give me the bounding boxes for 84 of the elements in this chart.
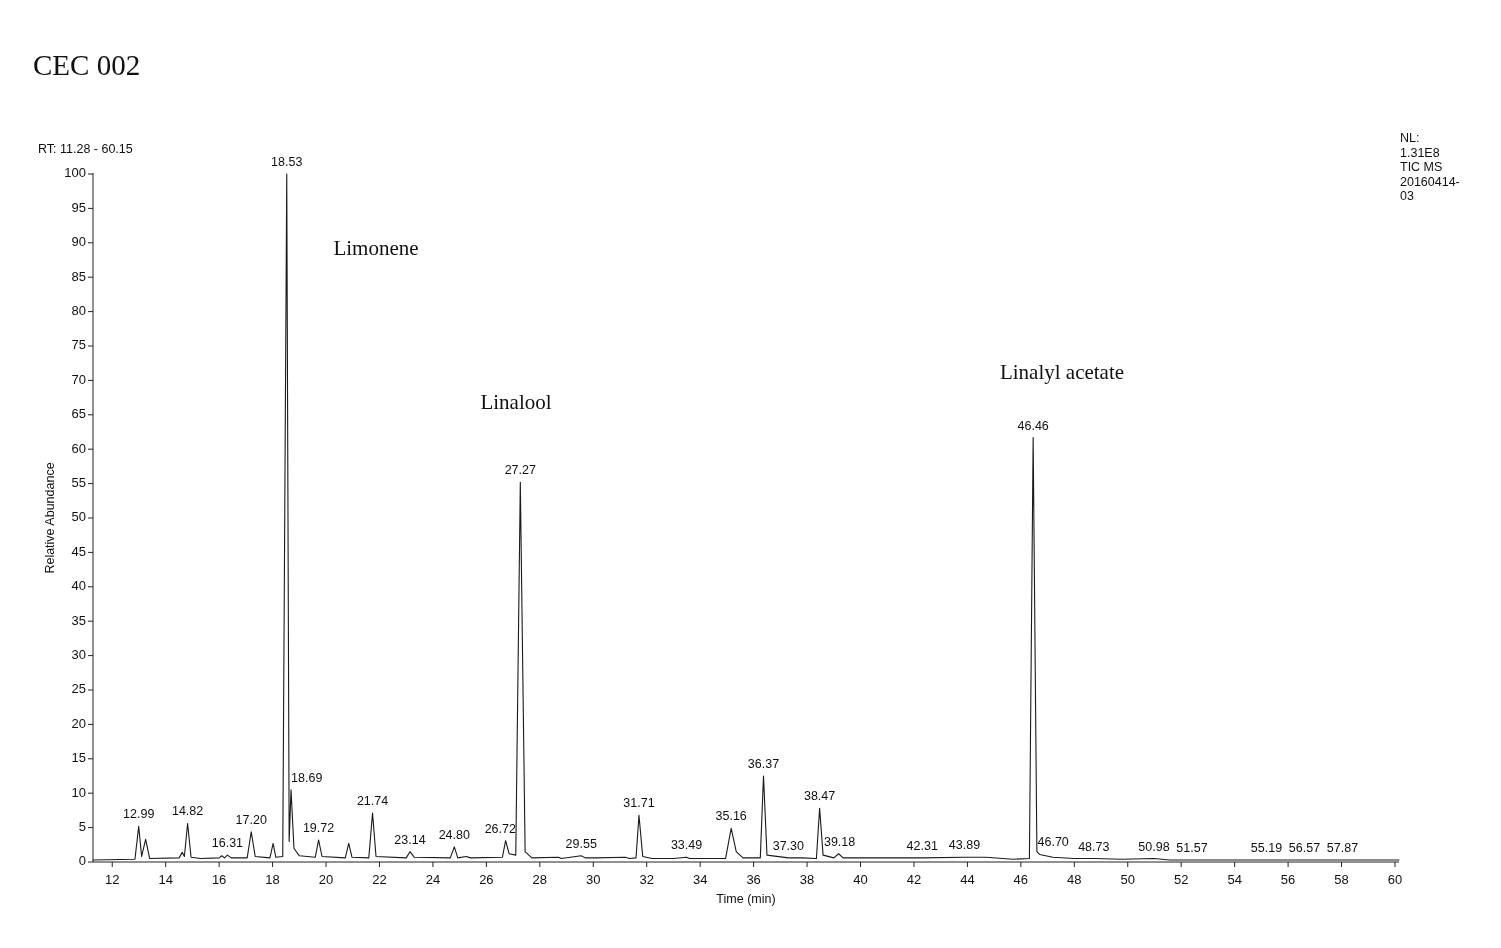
x-tick-label: 34: [692, 872, 708, 887]
x-tick-label: 28: [532, 872, 548, 887]
x-tick-label: 26: [479, 872, 494, 887]
annotation: 42.31: [906, 838, 938, 853]
annotation: 55.19: [1250, 840, 1283, 855]
x-tick-label: 50: [1120, 872, 1135, 887]
annotation: 46.70: [1037, 835, 1069, 850]
x-tick-label: 46: [1013, 872, 1029, 887]
text: NL: 1.31E8 TIC MS 20160414- 03: [1400, 131, 1460, 203]
y-tick-label: 30: [71, 647, 86, 663]
x-tick-label: 30: [586, 872, 601, 887]
annotation: 50.98: [1138, 839, 1170, 854]
y-tick-label: 50: [71, 509, 86, 525]
annotation: 21.74: [356, 794, 389, 809]
annotation: 16.31: [211, 836, 244, 851]
annotation: 43.89: [948, 838, 981, 853]
x-tick-label: 54: [1227, 872, 1242, 887]
x-tick-label: 36: [746, 872, 761, 887]
y-tick-label: 10: [71, 784, 86, 800]
annotation: 57.87: [1326, 840, 1359, 855]
y-tick-label: 0: [78, 853, 86, 869]
x-tick-label: 32: [639, 872, 654, 887]
y-tick-label: 35: [71, 612, 86, 628]
y-tick-label: 75: [71, 337, 86, 353]
x-tick-label: 52: [1173, 872, 1189, 887]
y-tick-label: 90: [71, 234, 86, 250]
annotation: 19.72: [302, 820, 335, 835]
annotation: 46.46: [1017, 418, 1049, 433]
x-tick-label: 20: [318, 872, 334, 887]
x-tick-label: 24: [425, 872, 441, 887]
annotation: Limonene: [333, 235, 419, 260]
x-tick-label: 16: [211, 872, 227, 887]
annotation: 39.18: [823, 834, 856, 849]
x-tick-label: 44: [960, 872, 975, 887]
y-tick-label: 40: [71, 578, 86, 594]
x-tick-label: 18: [265, 872, 280, 887]
annotation: 56.57: [1288, 840, 1321, 855]
annotation: 33.49: [670, 838, 703, 853]
x-tick-label: 42: [906, 872, 922, 887]
y-tick-label: 95: [71, 199, 86, 215]
x-tick-label: 58: [1334, 872, 1349, 887]
annotation: 18.53: [271, 155, 303, 169]
annotation: 14.82: [171, 804, 204, 819]
x-tick-label: 60: [1387, 872, 1403, 887]
y-tick-label: 100: [64, 165, 86, 181]
annotation: 37.30: [772, 838, 805, 853]
annotation: 26.72: [484, 821, 516, 836]
y-tick-label: 25: [71, 681, 86, 697]
annotation: 38.47: [803, 789, 836, 804]
y-tick-label: 5: [78, 819, 86, 835]
y-tick-label: 65: [71, 406, 86, 422]
y-tick-label: 60: [71, 440, 86, 456]
y-tick-label: 70: [71, 371, 86, 387]
y-tick-label: 45: [71, 543, 86, 559]
annotation: 12.99: [123, 807, 155, 822]
y-tick-label: 55: [71, 475, 86, 491]
annotation: 48.73: [1078, 839, 1110, 854]
annotation: 35.16: [715, 809, 747, 824]
x-tick-label: 14: [158, 872, 173, 887]
x-tick-label: 48: [1067, 872, 1082, 887]
x-axis-title: Time (min): [716, 892, 776, 906]
y-tick-label: 20: [71, 715, 86, 731]
annotation: Linalool: [480, 389, 552, 414]
annotation: Linalyl acetate: [999, 359, 1125, 384]
y-tick-label: 85: [71, 268, 86, 284]
annotation: 23.14: [394, 832, 426, 847]
annotation: 36.37: [747, 757, 780, 771]
annotation: 31.71: [623, 796, 655, 811]
y-tick-label: 80: [71, 303, 86, 319]
x-tick-label: 56: [1280, 872, 1296, 887]
chart-title: CEC 002: [33, 49, 141, 81]
annotation: 17.20: [235, 812, 267, 827]
y-tick-label: 15: [71, 750, 86, 766]
y-axis-title: Relative Abundance: [43, 462, 57, 574]
annotation: 29.55: [565, 836, 597, 851]
x-tick-label: 12: [105, 872, 120, 887]
annotation: 18.69: [291, 770, 323, 785]
annotation: 24.80: [438, 827, 470, 842]
text: RT: 11.28 - 60.15: [38, 142, 133, 156]
x-tick-label: 38: [799, 872, 815, 887]
x-tick-label: 40: [853, 872, 868, 887]
annotation: 27.27: [504, 463, 536, 478]
x-tick-label: 22: [372, 872, 387, 887]
annotation: 51.57: [1176, 840, 1208, 855]
